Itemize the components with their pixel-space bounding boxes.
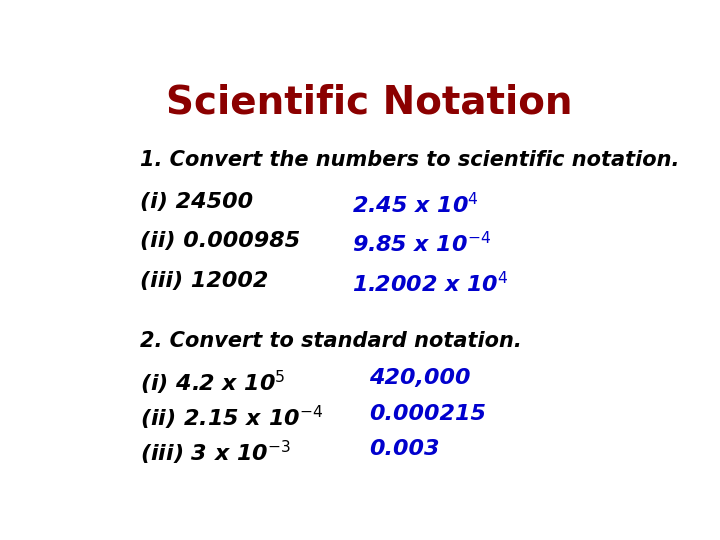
Text: Scientific Notation: Scientific Notation xyxy=(166,84,572,122)
Text: 9.85 x 10$^{-4}$: 9.85 x 10$^{-4}$ xyxy=(352,231,492,256)
Text: (iii) 3 x 10$^{-3}$: (iii) 3 x 10$^{-3}$ xyxy=(140,439,291,467)
Text: (iii) 12002: (iii) 12002 xyxy=(140,271,269,291)
Text: (i) 24500: (i) 24500 xyxy=(140,192,253,212)
Text: 0.000215: 0.000215 xyxy=(369,404,486,424)
Text: 0.003: 0.003 xyxy=(369,439,439,459)
Text: 2. Convert to standard notation.: 2. Convert to standard notation. xyxy=(140,331,522,351)
Text: 1.2002 x 10$^{4}$: 1.2002 x 10$^{4}$ xyxy=(352,271,509,296)
Text: 2.45 x 10$^{4}$: 2.45 x 10$^{4}$ xyxy=(352,192,479,217)
Text: (ii) 0.000985: (ii) 0.000985 xyxy=(140,231,300,251)
Text: (ii) 2.15 x 10$^{-4}$: (ii) 2.15 x 10$^{-4}$ xyxy=(140,404,323,432)
Text: (i) 4.2 x 10$^{5}$: (i) 4.2 x 10$^{5}$ xyxy=(140,368,286,396)
Text: 420,000: 420,000 xyxy=(369,368,470,388)
Text: 1. Convert the numbers to scientific notation.: 1. Convert the numbers to scientific not… xyxy=(140,150,680,170)
